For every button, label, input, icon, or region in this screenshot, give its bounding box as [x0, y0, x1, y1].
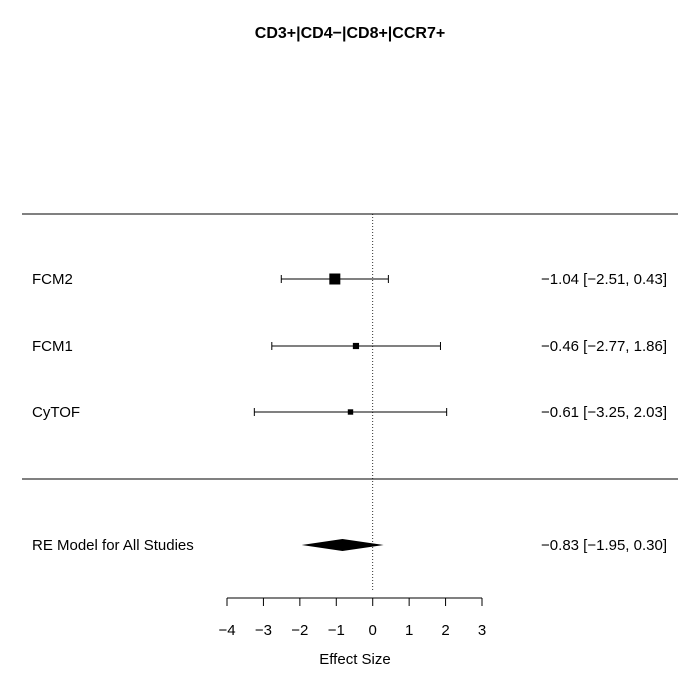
- chart-title: CD3+|CD4−|CD8+|CCR7+: [255, 25, 445, 42]
- x-axis: −4 −3 −2 −1 0 1 2 3: [218, 597, 486, 639]
- study-ci-text: −0.46 [−2.77, 1.86]: [541, 338, 667, 355]
- axis-tick-label: −4: [218, 622, 235, 639]
- axis-tick-label: 0: [369, 622, 377, 639]
- axis-tick-label: −1: [328, 622, 345, 639]
- axis-tick-label: 2: [441, 622, 449, 639]
- study-label: CyTOF: [32, 404, 80, 421]
- summary-row: RE Model for All Studies −0.83 [−1.95, 0.…: [32, 537, 667, 554]
- axis-tick-label: −2: [291, 622, 308, 639]
- point-estimate: [329, 273, 341, 285]
- study-row: FCM2 −1.04 [−2.51, 0.43]: [32, 271, 667, 288]
- axis-tick-label: 1: [405, 622, 413, 639]
- summary-ci-text: −0.83 [−1.95, 0.30]: [541, 537, 667, 554]
- study-label: FCM2: [32, 271, 73, 288]
- point-estimate: [352, 342, 360, 350]
- study-rows: FCM2 −1.04 [−2.51, 0.43] FCM1 −0.46 [−2.77,…: [32, 271, 667, 421]
- axis-tick-label: 3: [478, 622, 486, 639]
- study-label: FCM1: [32, 338, 73, 355]
- x-axis-label: Effect Size: [319, 651, 390, 668]
- study-row: FCM1 −0.46 [−2.77, 1.86]: [32, 338, 667, 355]
- study-ci-text: −0.61 [−3.25, 2.03]: [541, 404, 667, 421]
- summary-diamond: [301, 539, 384, 551]
- summary-label: RE Model for All Studies: [32, 537, 194, 554]
- point-estimate: [347, 409, 354, 415]
- study-ci-text: −1.04 [−2.51, 0.43]: [541, 271, 667, 288]
- study-row: CyTOF −0.61 [−3.25, 2.03]: [32, 404, 667, 421]
- axis-tick-label: −3: [255, 622, 272, 639]
